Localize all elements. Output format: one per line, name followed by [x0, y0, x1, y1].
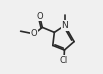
Text: N: N — [61, 21, 68, 30]
Text: O: O — [31, 29, 37, 38]
Text: Cl: Cl — [60, 56, 68, 65]
Text: O: O — [36, 12, 43, 21]
